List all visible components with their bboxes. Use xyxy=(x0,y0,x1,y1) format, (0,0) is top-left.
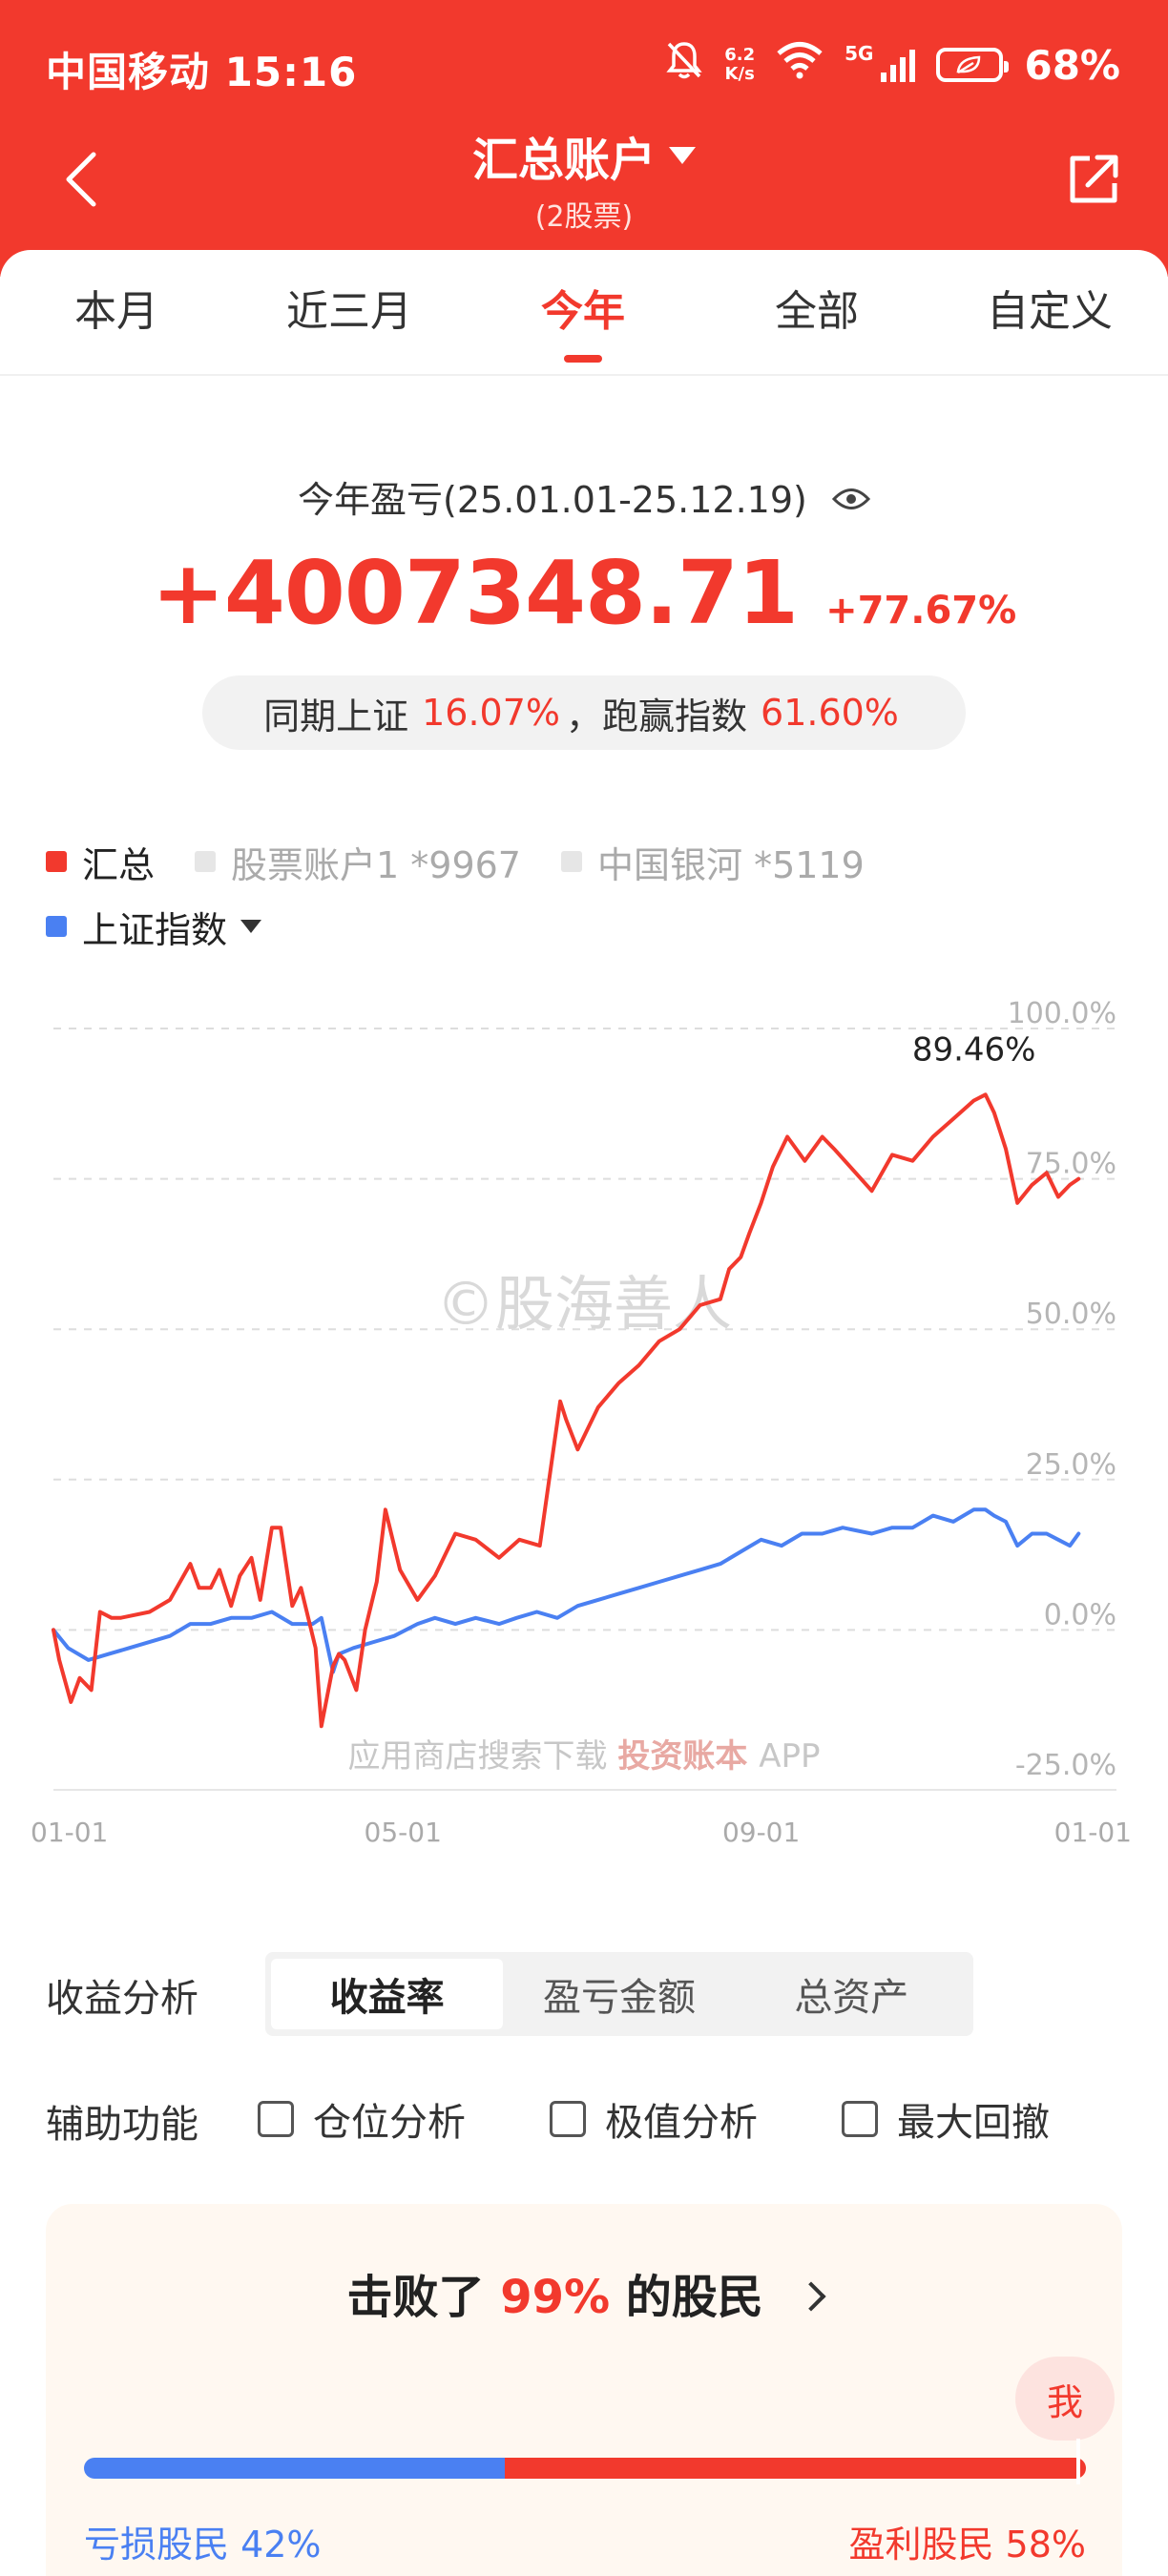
series-line-total xyxy=(52,1092,1081,1729)
net-speed: 6.2 K/s xyxy=(724,46,755,84)
caret-down-icon xyxy=(240,920,262,933)
y-tick-label: 0.0% xyxy=(1044,1598,1116,1631)
option-label: 极值分析 xyxy=(605,2101,758,2145)
x-tick-label: 01-01 xyxy=(31,1817,108,1848)
rank-distribution-bar xyxy=(84,2458,1086,2479)
profit-percent: +77.67% xyxy=(825,589,1017,633)
legend-label-total: 汇总 xyxy=(82,843,156,886)
rank-title[interactable]: 击败了 99% 的股民 xyxy=(46,2259,1122,2326)
my-position-marker xyxy=(1075,2439,1080,2484)
segment-total-assets[interactable]: 总资产 xyxy=(794,1976,909,2020)
compare-prefix: 同期上证 xyxy=(263,695,409,737)
option-label: 仓位分析 xyxy=(313,2101,466,2145)
outperform-return: 61.60% xyxy=(761,692,899,734)
wifi-icon xyxy=(776,41,824,89)
eye-icon[interactable] xyxy=(831,485,870,513)
legend-item-total[interactable]: 汇总 xyxy=(46,836,155,888)
compare-mid: ，跑赢指数 xyxy=(566,695,748,737)
x-tick-label: 09-01 xyxy=(722,1817,800,1848)
status-icons: 6.2 K/s 5G 68% xyxy=(665,40,1120,90)
status-bar: 中国移动 15:16 6.2 K/s xyxy=(0,0,1168,138)
chart-watermark: ©股海善人 xyxy=(436,1269,732,1339)
my-position-bubble: 我 xyxy=(1015,2357,1115,2441)
rank-suffix: 的股民 xyxy=(625,2271,763,2324)
y-tick-label: -25.0% xyxy=(1015,1749,1116,1782)
period-text: 今年盈亏(25.01.01-25.12.19) xyxy=(298,479,807,521)
rank-percent: 99% xyxy=(500,2271,611,2324)
chevron-right-icon xyxy=(795,2281,826,2312)
battery-icon xyxy=(936,48,1010,82)
chart-legend: 汇总 股票账户1 *9967 中国银河 *5119 上证指数 xyxy=(46,838,905,967)
segment-return-rate[interactable]: 收益率 xyxy=(271,1959,504,2029)
legend-label-account-2: 中国银河 *5119 xyxy=(596,843,865,886)
legend-row-accounts: 汇总 股票账户1 *9967 中国银河 *5119 xyxy=(46,836,905,888)
return-chart[interactable]: ©股海善人 100.0% 75.0% 50.0% 25.0% 0.0% -25.0% 应用商店… xyxy=(0,983,1168,1880)
aux-label: 辅助功能 xyxy=(46,2103,198,2147)
page-title: 汇总账户 xyxy=(471,134,656,187)
peak-value-label: 89.46% xyxy=(912,1030,1036,1069)
share-icon[interactable] xyxy=(1065,151,1122,208)
active-tab-indicator xyxy=(564,355,602,363)
x-tick-label: 01-01 xyxy=(1054,1817,1132,1848)
legend-swatch-account-1 xyxy=(195,851,217,872)
option-position-analysis[interactable]: 仓位分析 xyxy=(258,2091,466,2147)
y-tick-label: 50.0% xyxy=(1026,1298,1116,1331)
period-label: 今年盈亏(25.01.01-25.12.19) xyxy=(0,470,1168,523)
signal-icon xyxy=(881,48,916,82)
win-investors-label: 盈利股民 58% xyxy=(848,2524,1086,2566)
mute-bell-icon xyxy=(665,40,703,90)
battery-level: 68% xyxy=(1024,41,1120,89)
net-speed-unit: K/s xyxy=(724,64,755,84)
tab-custom[interactable]: 自定义 xyxy=(987,287,1113,336)
option-label: 最大回撤 xyxy=(897,2101,1050,2145)
legend-label-index: 上证指数 xyxy=(82,908,228,951)
tab-last-three-months[interactable]: 近三月 xyxy=(286,287,412,336)
period-tabs: 本月 近三月 今年 全部 自定义 xyxy=(0,250,1168,376)
tab-all[interactable]: 全部 xyxy=(775,287,859,336)
loss-investors-label: 亏损股民 42% xyxy=(84,2524,322,2566)
profit-summary: +4007348.71 +77.67% xyxy=(0,542,1168,644)
x-tick-label: 05-01 xyxy=(365,1817,442,1848)
account-title-block: 汇总账户 (2股票) xyxy=(0,122,1168,235)
series-line-index xyxy=(52,1507,1081,1674)
legend-swatch-index xyxy=(46,916,67,937)
legend-row-index: 上证指数 xyxy=(46,901,905,953)
segment-profit-amount[interactable]: 盈亏金额 xyxy=(542,1976,696,2020)
legend-item-account-2[interactable]: 中国银河 *5119 xyxy=(560,836,865,888)
option-extreme-analysis[interactable]: 极值分析 xyxy=(550,2091,758,2147)
app-header: 中国移动 15:16 6.2 K/s xyxy=(0,0,1168,277)
legend-label-account-1: 股票账户1 *9967 xyxy=(231,843,521,886)
win-segment xyxy=(505,2458,1086,2479)
analysis-label: 收益分析 xyxy=(46,1977,198,2021)
loss-segment xyxy=(84,2458,505,2479)
legend-item-index[interactable]: 上证指数 xyxy=(46,901,262,953)
legend-swatch-account-2 xyxy=(560,851,582,872)
back-arrow-icon[interactable] xyxy=(61,151,99,208)
legend-swatch-total xyxy=(46,851,67,872)
legend-item-account-1[interactable]: 股票账户1 *9967 xyxy=(195,836,521,888)
index-compare-pill: 同期上证 16.07% ，跑赢指数 61.60% xyxy=(202,675,966,750)
carrier-time: 中国移动 15:16 xyxy=(46,49,358,95)
profit-amount: +4007348.71 xyxy=(151,542,799,644)
y-tick-label: 100.0% xyxy=(1008,997,1116,1030)
network-type: 5G xyxy=(845,42,874,65)
promo-text: 应用商店搜索下载 投资账本 APP xyxy=(348,1737,821,1776)
option-max-drawdown[interactable]: 最大回撤 xyxy=(842,2091,1050,2147)
y-tick-label: 25.0% xyxy=(1026,1448,1116,1482)
index-return: 16.07% xyxy=(422,692,560,734)
tab-this-month[interactable]: 本月 xyxy=(74,287,158,336)
page-subtitle: (2股票) xyxy=(534,200,634,234)
checkbox[interactable] xyxy=(842,2101,878,2137)
net-speed-value: 6.2 xyxy=(724,45,756,65)
checkbox[interactable] xyxy=(258,2101,294,2137)
tab-this-year[interactable]: 今年 xyxy=(541,287,625,336)
caret-down-icon xyxy=(669,147,696,164)
checkbox[interactable] xyxy=(550,2101,586,2137)
analysis-segmented-control: 收益率 盈亏金额 总资产 xyxy=(265,1952,973,2036)
rank-prefix: 击败了 xyxy=(346,2271,485,2324)
rank-card[interactable]: 击败了 99% 的股民 我 亏损股民 42% 盈利股民 58% xyxy=(46,2204,1122,2576)
account-switcher[interactable]: 汇总账户 xyxy=(472,122,696,189)
y-tick-label: 75.0% xyxy=(1026,1148,1116,1181)
